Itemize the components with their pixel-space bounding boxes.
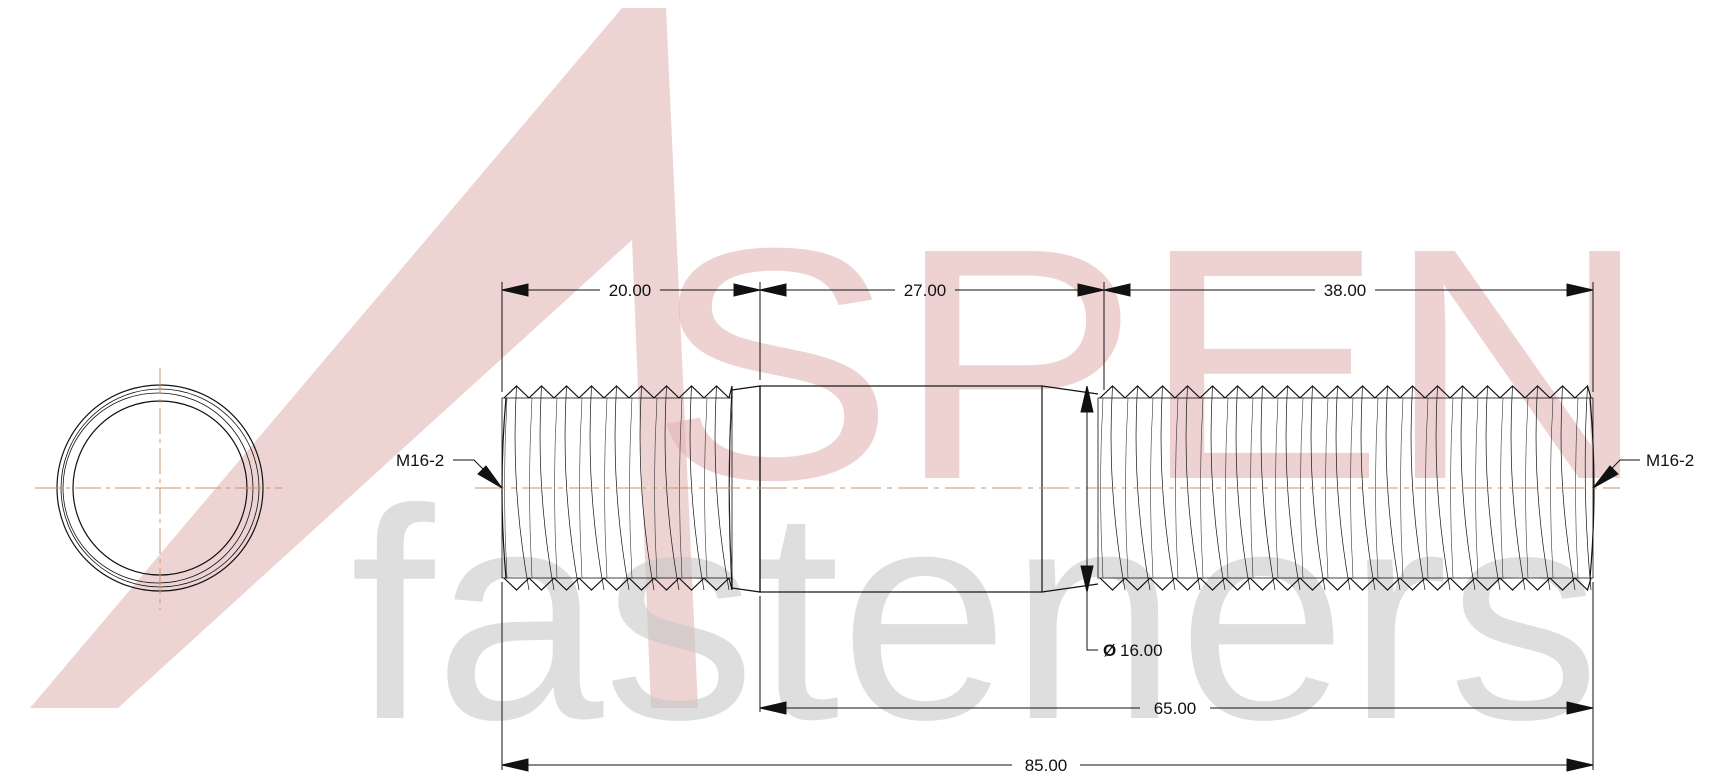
thread-flank-line — [514, 385, 530, 591]
dim-shank-plus-thread: 65.00 — [1154, 699, 1197, 718]
thread-flank-line — [1360, 385, 1376, 591]
thread-root-line — [1450, 397, 1454, 579]
thread-root-line — [1400, 397, 1404, 579]
thread-root-line — [1225, 397, 1229, 579]
dim-diameter-symbol: Ø — [1103, 641, 1116, 660]
watermark-brand-bottom: fasteners — [350, 446, 1600, 775]
thread-crest-top — [503, 385, 733, 399]
thread-crest-bottom — [1099, 577, 1592, 592]
thread-root-line — [554, 397, 558, 579]
center-shank — [759, 385, 1043, 593]
thread-root-line — [604, 397, 608, 579]
dim-right-thread-length: 38.00 — [1324, 281, 1367, 300]
dim-diameter: 16.00 — [1120, 641, 1163, 660]
watermark-logo: SPEN fasteners — [30, 8, 1650, 775]
callout-left-thread: M16-2 — [396, 451, 444, 470]
dim-overall-length: 85.00 — [1025, 756, 1068, 775]
dim-center-length: 27.00 — [904, 281, 947, 300]
thread-root-line — [1175, 397, 1179, 579]
extension-lines — [501, 282, 1594, 770]
thread-flank-line — [564, 385, 580, 591]
right-thread-pattern — [1099, 384, 1592, 592]
thread-flank-line — [1260, 385, 1276, 591]
callout-right-thread: M16-2 — [1646, 451, 1694, 470]
dim-left-thread-length: 20.00 — [609, 281, 652, 300]
watermark-brand-top: SPEN — [650, 179, 1650, 548]
watermark-a-shape — [30, 8, 698, 708]
thread-crest-top — [1099, 384, 1592, 399]
dimension-lines — [453, 283, 1640, 772]
thread-root-line — [704, 397, 708, 579]
thread-flank-line — [1210, 385, 1226, 591]
end-view — [35, 368, 282, 610]
thread-root-line — [1550, 397, 1554, 579]
thread-crest-bottom — [503, 577, 733, 591]
thread-flank-line — [1410, 385, 1426, 591]
